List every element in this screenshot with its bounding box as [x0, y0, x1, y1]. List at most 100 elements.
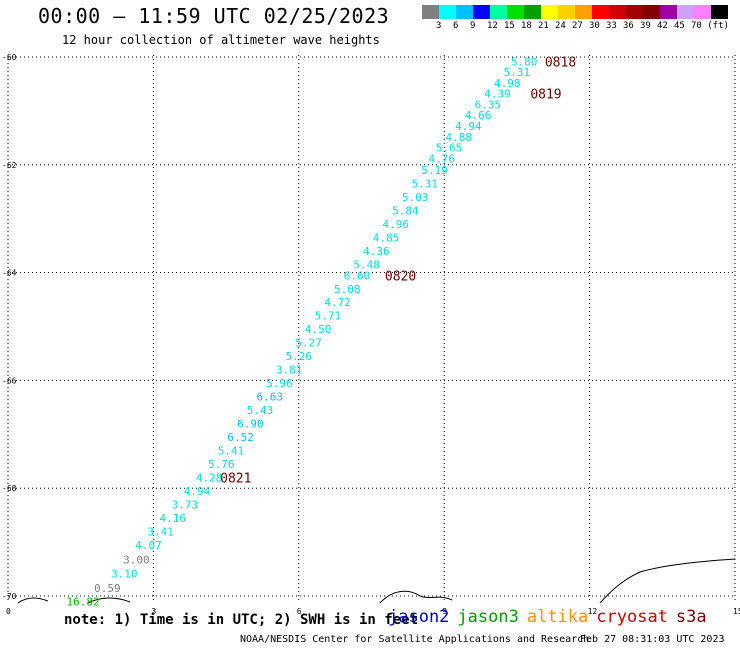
wave-height-value: 5.76 [208, 458, 235, 471]
latitude-tick-label: -66 [2, 376, 17, 385]
wave-height-value: 5.48 [353, 259, 380, 272]
wave-height-value: 6.52 [227, 431, 254, 444]
wave-height-value: 4.72 [324, 296, 351, 309]
color-scale-label: 36 [623, 21, 634, 31]
wave-height-value: 5.31 [504, 66, 531, 79]
color-swatch [711, 5, 728, 19]
footer-credit: NOAA/NESDIS Center for Satellite Applica… [240, 634, 590, 645]
color-swatch [507, 5, 524, 19]
wave-height-value: 16.82 [67, 595, 100, 608]
color-scale-bar [422, 5, 728, 19]
color-swatch [524, 5, 541, 19]
observation-layer: 5.805.314.984.396.354.664.944.885.654.76… [67, 55, 538, 608]
wave-height-value: 4.28 [196, 471, 223, 484]
wave-height-value: 5.43 [247, 404, 274, 417]
latitude-tick-label: -62 [2, 161, 17, 170]
longitude-tick-label: 15 [733, 607, 740, 616]
latitude-tick-label: -68 [2, 484, 17, 493]
wave-height-value: 5.08 [334, 283, 361, 296]
color-swatch [558, 5, 575, 19]
pass-time-label: 0818 [545, 55, 576, 70]
color-swatch [660, 5, 677, 19]
color-scale-label: 24 [555, 21, 566, 31]
pass-time-layer: 0818 0819 0820 0821 [220, 55, 576, 486]
color-scale-label: 18 [521, 21, 532, 31]
color-scale-labels: 3 6 9 12 15 18 21 24 27 30 33 36 39 42 45 70 (ft) [422, 21, 740, 35]
wave-height-value: 4.36 [363, 245, 390, 258]
longitude-tick-label: 0 [6, 607, 11, 616]
wave-height-value: 4.66 [465, 109, 492, 122]
wave-height-value: 5.26 [286, 350, 313, 363]
wave-height-value: 5.31 [412, 178, 439, 191]
color-scale-label: 45 [674, 21, 685, 31]
footer-timestamp: Feb 27 08:31:03 UTC 2023 [580, 634, 725, 645]
color-swatch [575, 5, 592, 19]
wave-height-value: 4.96 [382, 218, 409, 231]
wave-height-value: 4.85 [373, 232, 400, 245]
wave-height-value: 4.94 [184, 485, 211, 498]
wave-height-value: 4.16 [160, 512, 187, 525]
latitude-tick-label: -70 [2, 592, 17, 601]
color-swatch [439, 5, 456, 19]
wave-height-value: 6.90 [237, 418, 264, 431]
wave-height-value: 0.59 [94, 582, 121, 595]
wave-height-value: 3.81 [276, 364, 303, 377]
legend-jason2: jason2 [388, 607, 450, 627]
wave-height-value: 3.73 [172, 498, 199, 511]
wave-height-value: 3.41 [147, 525, 174, 538]
color-scale-label: 12 [487, 21, 498, 31]
wave-height-value: 5.19 [421, 164, 448, 177]
wave-height-value: 5.03 [402, 191, 429, 204]
legend-altika: altika [526, 607, 589, 627]
color-swatch [490, 5, 507, 19]
color-scale-label: 27 [572, 21, 583, 31]
longitude-tick-label: 3 [151, 607, 156, 616]
units-note: note: 1) Time is in UTC; 2) SWH is in fe… [64, 612, 419, 628]
color-scale-label: 70 (ft) [691, 21, 729, 31]
wave-height-value: 4.39 [484, 88, 511, 101]
pass-time-label: 0821 [220, 471, 251, 486]
color-scale-label: 33 [606, 21, 617, 31]
latitude-tick-label: -64 [2, 269, 17, 278]
wave-height-value: 4.07 [135, 539, 162, 552]
legend-s3a: s3a [675, 607, 707, 627]
pass-time-label: 0819 [530, 88, 561, 103]
legend-cryosat: cryosat [596, 607, 668, 627]
axis-tick-labels: -60 -62 -64 -66 -68 -70 0 3 6 9 12 15 [2, 53, 740, 616]
longitude-tick-label: 12 [588, 607, 598, 616]
longitude-tick-label: 6 [297, 607, 302, 616]
wave-height-value: 4.98 [494, 77, 521, 90]
page-subtitle: 12 hour collection of altimeter wave hei… [62, 33, 380, 47]
color-swatch [592, 5, 609, 19]
wave-height-value: 4.94 [455, 120, 482, 133]
color-scale-label: 42 [657, 21, 668, 31]
wave-height-value: 6.63 [256, 391, 283, 404]
color-swatch [456, 5, 473, 19]
satellite-legend: jason2 jason3 altika cryosat s3a [388, 607, 715, 627]
wave-height-value: 3.00 [123, 553, 150, 566]
wave-height-value: 5.41 [218, 444, 245, 457]
wave-height-value: 5.96 [266, 377, 293, 390]
color-swatch [626, 5, 643, 19]
color-scale-label: 6 [453, 21, 459, 31]
lat-lon-grid [7, 55, 736, 600]
color-scale-label: 15 [504, 21, 515, 31]
color-swatch [643, 5, 660, 19]
color-scale-label: 21 [538, 21, 549, 31]
legend-jason3: jason3 [457, 607, 519, 627]
color-scale-label: 39 [640, 21, 651, 31]
wave-height-value: 5.27 [295, 337, 322, 350]
wave-height-value: 3.10 [111, 567, 138, 580]
wave-height-value: 5.71 [315, 310, 342, 323]
color-swatch [694, 5, 711, 19]
color-scale-label: 9 [470, 21, 476, 31]
color-swatch [422, 5, 439, 19]
color-swatch [677, 5, 694, 19]
wave-height-value: 6.35 [475, 98, 502, 111]
page-title: 00:00 – 11:59 UTC 02/25/2023 [38, 4, 390, 28]
color-scale-label: 30 [589, 21, 600, 31]
longitude-tick-label: 9 [442, 607, 447, 616]
latitude-tick-label: -60 [2, 53, 17, 62]
pass-time-label: 0820 [385, 269, 416, 284]
